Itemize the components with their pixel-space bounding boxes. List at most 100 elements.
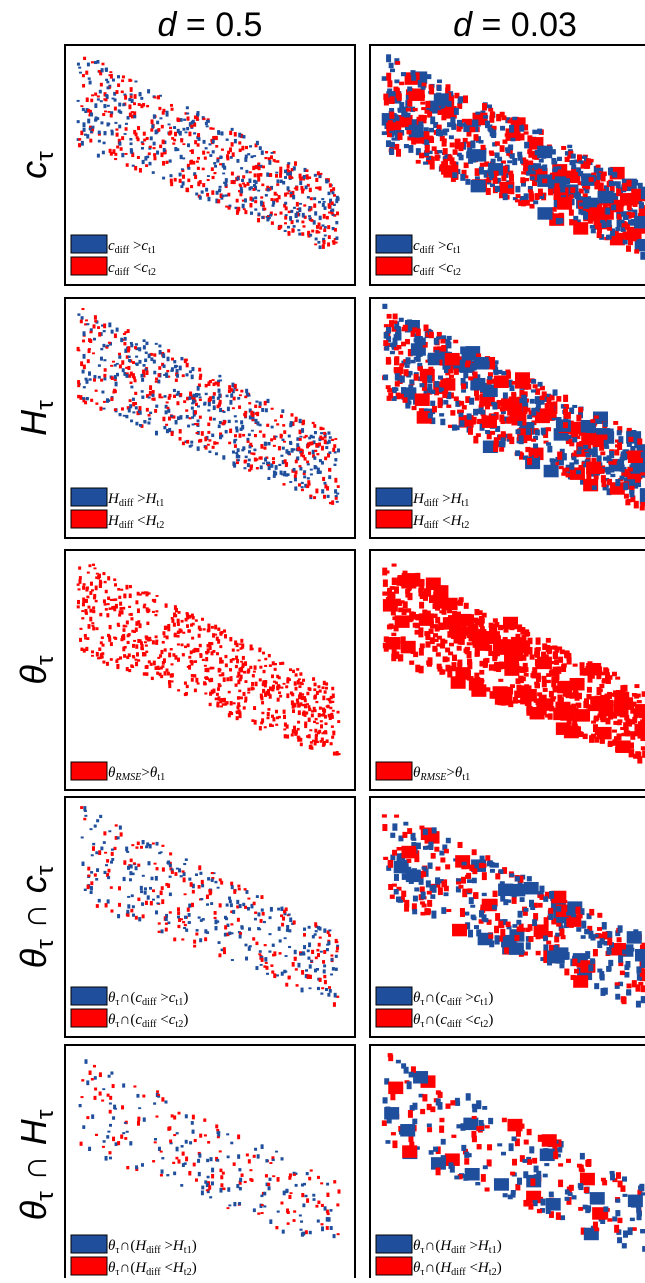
map-pixel [141, 390, 144, 393]
map-pixel [167, 627, 170, 631]
map-pixel [432, 406, 437, 413]
map-pixel [636, 477, 641, 482]
map-pixel [279, 939, 282, 942]
map-pixel [173, 623, 176, 627]
map-pixel [483, 115, 488, 119]
map-pixel [442, 391, 447, 398]
map-pixel [460, 174, 465, 181]
map-pixel [313, 424, 316, 428]
map-pixel [203, 628, 206, 630]
map-pixel [285, 955, 288, 957]
map-pixel [467, 413, 472, 419]
map-pixel [160, 650, 163, 654]
map-pixel [93, 338, 96, 341]
map-pixel [398, 108, 403, 113]
map-pixel [88, 624, 91, 629]
map-pixel [480, 163, 485, 167]
text-segment: < [133, 513, 145, 529]
map-pixel [283, 728, 286, 730]
map-pixel [254, 912, 257, 914]
map-pixel [459, 401, 464, 406]
map-pixel [322, 244, 325, 249]
map-pixel [161, 929, 164, 933]
map-pixel [271, 970, 274, 973]
map-pixel [130, 372, 133, 376]
map-pixel [505, 133, 510, 136]
map-pixel [335, 950, 338, 952]
map-pixel [97, 657, 100, 659]
map-pixel [472, 849, 477, 855]
map-pixel [199, 399, 202, 401]
map-pixel [397, 619, 402, 624]
map-pixel [151, 124, 154, 128]
map-pixel [399, 82, 404, 86]
map-pixel [167, 672, 170, 676]
map-pixel [107, 899, 110, 903]
map-pixel [306, 692, 309, 696]
map-pixel [161, 125, 164, 129]
map-pixel [295, 673, 298, 676]
map-pixel [216, 191, 219, 195]
map-pixel [274, 419, 277, 421]
map-pixel [210, 902, 213, 905]
map-pixel [298, 483, 301, 486]
map-pixel [319, 927, 322, 931]
map-pixel [87, 867, 90, 871]
map-pixel [212, 139, 215, 143]
map-pixel [248, 402, 251, 404]
map-pixel [200, 919, 203, 922]
map-pixel [427, 354, 432, 362]
map-pixel [310, 960, 313, 962]
map-pixel [97, 326, 100, 329]
map-pixel [104, 581, 107, 583]
map-pixel [249, 443, 252, 446]
map-pixel [470, 140, 475, 148]
map-pixel [232, 910, 235, 914]
map-pixel [89, 617, 92, 622]
map-pixel [112, 391, 115, 394]
map-pixel [320, 720, 323, 722]
map-pixel [264, 693, 267, 697]
map-pixel [85, 71, 88, 75]
map-pixel [494, 171, 499, 176]
map-pixel [257, 162, 260, 164]
map-pixel [165, 928, 168, 932]
map-pixel [186, 685, 189, 688]
map-pixel [143, 420, 146, 423]
map-pixel [415, 132, 420, 138]
map-pixel [261, 718, 264, 723]
map-pixel [473, 409, 478, 416]
map-pixel [245, 890, 248, 894]
map-pixel [328, 451, 331, 454]
map-pixel [425, 145, 430, 153]
map-pixel [623, 483, 628, 490]
map-pixel [98, 899, 101, 903]
map-pixel [154, 863, 157, 865]
map-pixel [322, 745, 325, 747]
map-pixel [289, 216, 292, 221]
map-pixel [135, 343, 138, 345]
map-pixel [202, 168, 205, 171]
map-pixel [323, 482, 326, 485]
map-pixel [594, 182, 599, 190]
map-pixel [401, 72, 406, 76]
map-pixel [535, 663, 540, 667]
map-pixel [386, 140, 391, 147]
map-pixel [318, 713, 321, 717]
map-pixel [604, 440, 609, 446]
map-pixel [105, 99, 108, 102]
map-pixel [87, 885, 90, 889]
map-pixel [132, 655, 135, 657]
map-pixel [326, 944, 329, 946]
map-pixel [103, 408, 106, 410]
map-pixel [239, 434, 242, 438]
map-pixel [466, 120, 471, 124]
map-pixel [128, 359, 131, 362]
map-pixel [249, 666, 252, 669]
map-pixel [177, 619, 180, 623]
map-pixel [479, 405, 484, 408]
map-pixel [207, 423, 210, 427]
map-pixel [183, 863, 186, 865]
map-pixel [305, 435, 308, 437]
map-pixel [288, 435, 291, 438]
